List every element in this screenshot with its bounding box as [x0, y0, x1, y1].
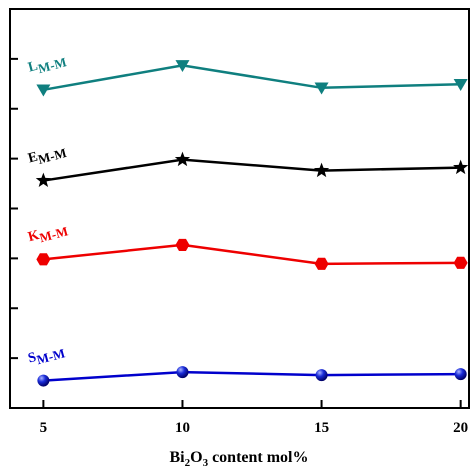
data-point-s [315, 369, 328, 382]
series-layer [35, 60, 469, 387]
series-line-k [43, 243, 461, 266]
data-point-l [175, 60, 190, 73]
axis-ticks [10, 8, 462, 408]
series-s [37, 366, 467, 387]
series-line-l [43, 64, 461, 92]
data-point-k [36, 253, 51, 266]
series-label-k: KM-M [27, 220, 70, 248]
data-point-s [176, 366, 189, 379]
series-labels: SM-M KM-M EM-M LM-M [27, 51, 70, 369]
series-line-e [43, 158, 461, 182]
data-point-e [174, 151, 191, 167]
series-k [36, 238, 468, 270]
x-axis-title: Bi2O3 content mol% [169, 449, 308, 469]
data-point-e [453, 159, 469, 175]
data-point-l [314, 82, 329, 95]
series-line-s [43, 370, 461, 382]
series-label-e: EM-M [27, 142, 69, 169]
data-point-l [453, 79, 468, 91]
data-point-k [453, 256, 468, 269]
data-point-l [36, 84, 51, 97]
series-e [35, 151, 469, 188]
x-tick-label: 5 [40, 420, 48, 436]
x-tick-label: 10 [175, 420, 190, 436]
data-point-k [314, 257, 329, 270]
data-point-s [37, 374, 50, 387]
data-point-e [313, 162, 330, 178]
x-tick-label: 20 [453, 420, 468, 436]
series-label-s: SM-M [27, 342, 67, 369]
x-tick-label: 15 [314, 420, 329, 436]
series-label-l: LM-M [27, 51, 69, 78]
data-point-e [35, 172, 51, 188]
plot-frame [9, 8, 470, 409]
data-point-k [175, 238, 190, 251]
series-l [36, 60, 468, 97]
x-tick-labels: 5 10 15 20 [40, 420, 469, 436]
data-point-s [454, 368, 467, 381]
